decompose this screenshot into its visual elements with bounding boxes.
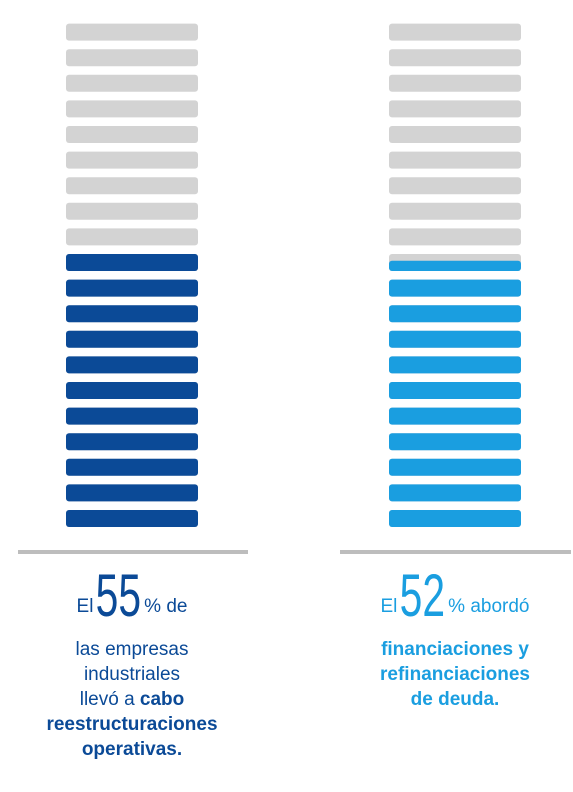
track-segment <box>66 100 198 118</box>
fill-segment <box>66 510 198 527</box>
suffix: % de <box>144 596 188 617</box>
fill-segment <box>66 254 198 271</box>
track-segment <box>66 202 198 220</box>
big-number: 52 <box>400 562 446 629</box>
prefix: El <box>380 596 398 617</box>
fill-segment <box>66 382 198 399</box>
fill-segment <box>66 330 198 348</box>
fill-segment <box>66 458 198 476</box>
track-segment <box>389 202 521 220</box>
fill-segment <box>389 356 521 374</box>
track-segment <box>66 228 198 246</box>
caption-bold: de deuda. <box>410 689 500 710</box>
fill-segment <box>389 433 521 451</box>
track-segment <box>389 74 521 92</box>
caption-bold: financiaciones y <box>381 639 529 660</box>
caption-head: El52% abordó <box>340 562 570 635</box>
track-segment <box>389 23 521 41</box>
caption-text: las empresas <box>75 639 189 660</box>
track-segment <box>389 100 521 118</box>
track-segment <box>66 151 198 169</box>
fill-segment <box>66 484 198 502</box>
prefix: El <box>76 596 94 617</box>
track-segment <box>389 151 521 169</box>
suffix: % abordó <box>448 596 530 617</box>
caption-head: El55% de <box>17 562 247 635</box>
caption: El55% de las empresas industriales llevó a … <box>17 562 247 762</box>
caption-bold: operativas. <box>81 739 183 760</box>
big-number: 55 <box>96 562 142 629</box>
track-segment <box>389 177 521 195</box>
caption-text: industriales <box>83 664 181 685</box>
fill-segment <box>389 458 521 476</box>
fill-segment <box>389 407 521 425</box>
fill-segment <box>389 305 521 323</box>
track-segment <box>66 126 198 143</box>
track-segment <box>389 49 521 67</box>
fill-segment <box>389 382 521 399</box>
fill-segment <box>389 260 521 271</box>
caption-bold: refinanciaciones <box>380 664 530 685</box>
caption: El52% abordó financiaciones y refinanciaci… <box>340 562 570 712</box>
fill-segment <box>389 510 521 527</box>
fill-segment <box>66 305 198 323</box>
fill-segment <box>66 407 198 425</box>
track-segment <box>66 177 198 195</box>
track-segment <box>389 126 521 143</box>
fill-segment <box>66 356 198 374</box>
fill-segment <box>389 484 521 502</box>
track-segment <box>66 74 198 92</box>
caption-bold: cabo <box>139 689 185 710</box>
track-segment <box>389 228 521 246</box>
track-segment <box>66 49 198 67</box>
track-segment <box>66 23 198 41</box>
caption-bold: reestructuraciones <box>46 714 218 735</box>
fill-segment <box>389 330 521 348</box>
caption-text: llevó a <box>79 689 135 710</box>
fill-segment <box>389 279 521 297</box>
fill-segment <box>66 433 198 451</box>
fill-segment <box>66 279 198 297</box>
